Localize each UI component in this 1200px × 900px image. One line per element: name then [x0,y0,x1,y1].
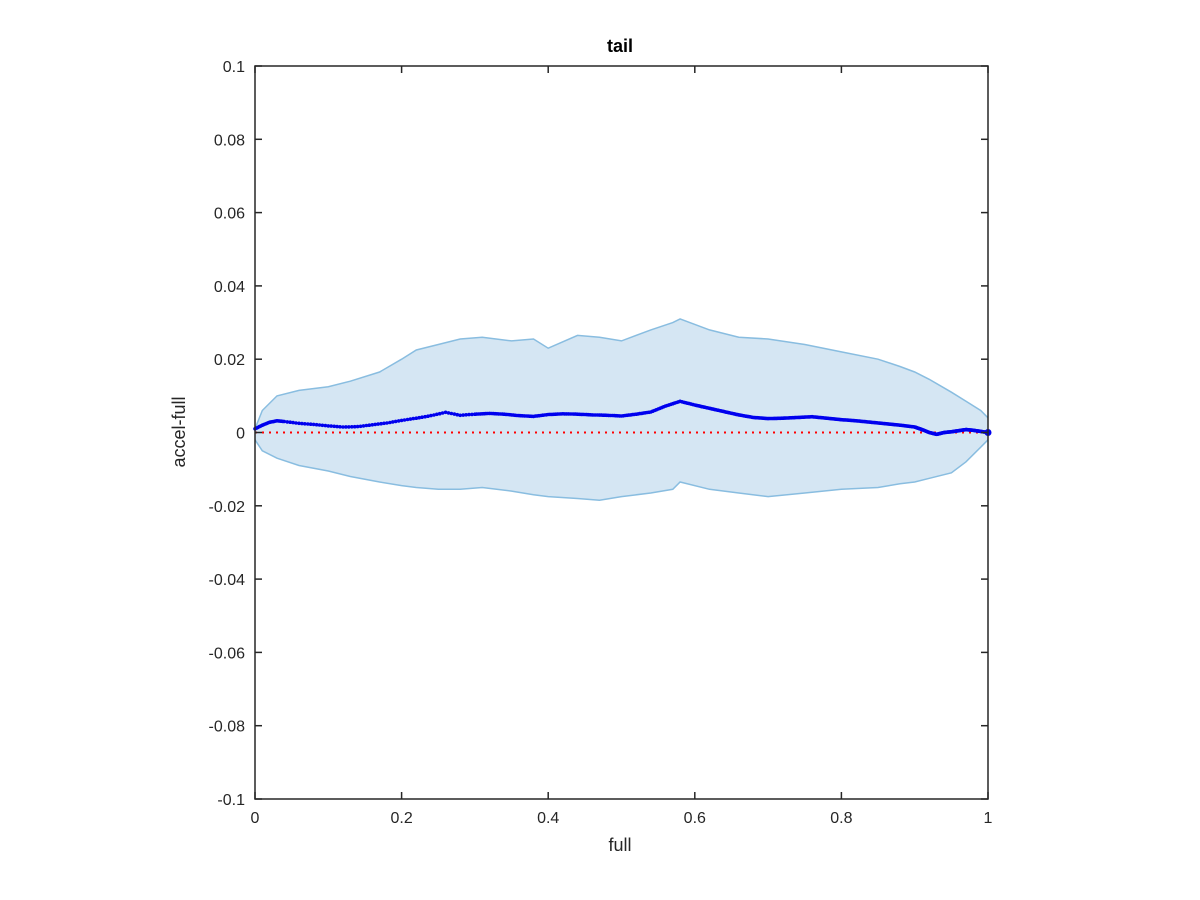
mean-point [382,421,386,426]
mean-point [399,418,404,423]
mean-point [414,416,419,421]
axes: 0 0.2 0.4 0.6 0.8 1 0.1 0.08 0.06 0.04 0.02 0 -0.02 -… [209,59,993,827]
mean-point [446,411,451,415]
mean-point [429,413,433,418]
mean-point [443,410,448,415]
mean-point [405,417,410,422]
mean-point [306,422,310,426]
y-tick-label: 0.04 [214,279,245,296]
mean-point [358,424,363,429]
mean-point [352,424,357,429]
y-tick-label: 0.06 [214,206,245,223]
y-tick-label: -0.1 [217,792,245,809]
mean-point [402,418,407,422]
y-tick-label: 0.1 [223,59,245,76]
mean-point [338,425,342,429]
mean-point [470,412,474,417]
mean-point [355,424,360,429]
mean-point [393,419,398,424]
mean-point [341,425,345,429]
band-lower-edge [254,439,989,502]
mean-point [388,420,392,425]
mean-point [449,411,454,416]
mean-point [379,421,383,426]
mean-point [347,425,351,429]
y-tick-label: 0 [236,426,245,443]
mean-point [455,412,460,417]
mean-point [464,413,468,417]
mean-point [308,422,313,427]
mean-point [282,419,287,424]
mean-point [367,423,372,428]
mean-point [323,423,328,428]
mean-point [317,423,322,427]
mean-point [458,413,463,418]
mean-point [320,423,325,428]
mean-point [376,422,380,426]
mean-point [435,412,439,417]
mean-point [314,422,319,427]
mean-point [291,420,295,425]
mean-point [294,421,298,425]
y-tick-label: 0.08 [214,132,245,149]
x-tick-label: 0.8 [830,810,852,827]
mean-point [344,425,348,429]
mean-point [370,423,375,427]
mean-point [408,417,413,421]
mean-point [326,424,331,428]
mean-point [452,412,457,416]
confidence-band-fill [255,318,988,501]
plot-area [253,318,992,502]
mean-point [396,419,401,423]
mean-point [437,411,442,416]
y-tick-label: -0.08 [209,719,246,736]
mean-point [361,424,366,428]
mean-point [288,420,293,425]
mean-point [364,423,369,428]
mean-point [423,414,427,419]
mean-point [467,412,471,417]
chart-title: tail [607,36,633,56]
mean-point [297,421,301,426]
mean-point [303,422,307,426]
mean-point [350,425,354,429]
mean-series [253,399,992,437]
mean-point [420,415,424,420]
y-tick-label: -0.02 [209,499,246,516]
x-tick-label: 0.6 [684,810,706,827]
mean-point [417,415,422,420]
y-tick-label: -0.06 [209,645,246,662]
x-tick-label: 1 [984,810,993,827]
x-tick-label: 0 [251,810,260,827]
mean-point [432,413,436,417]
mean-point [461,413,466,417]
mean-point [440,411,445,415]
mean-point [311,422,316,427]
mean-point [332,424,337,429]
y-axis-label: accel-full [169,396,189,467]
y-tick-label: -0.04 [209,572,246,589]
mean-point [411,416,416,421]
mean-point [391,420,395,424]
mean-point [285,420,290,424]
x-axis-label: full [608,835,631,855]
mean-point [373,422,378,427]
mean-point [426,414,430,419]
x-tick-label: 0.4 [537,810,559,827]
mean-point [385,421,389,425]
mean-point [335,424,339,429]
mean-point [329,424,334,428]
x-tick-label: 0.2 [390,810,412,827]
band-upper-edge [254,318,989,430]
mean-point [300,421,304,426]
y-tick-label: 0.02 [214,352,245,369]
